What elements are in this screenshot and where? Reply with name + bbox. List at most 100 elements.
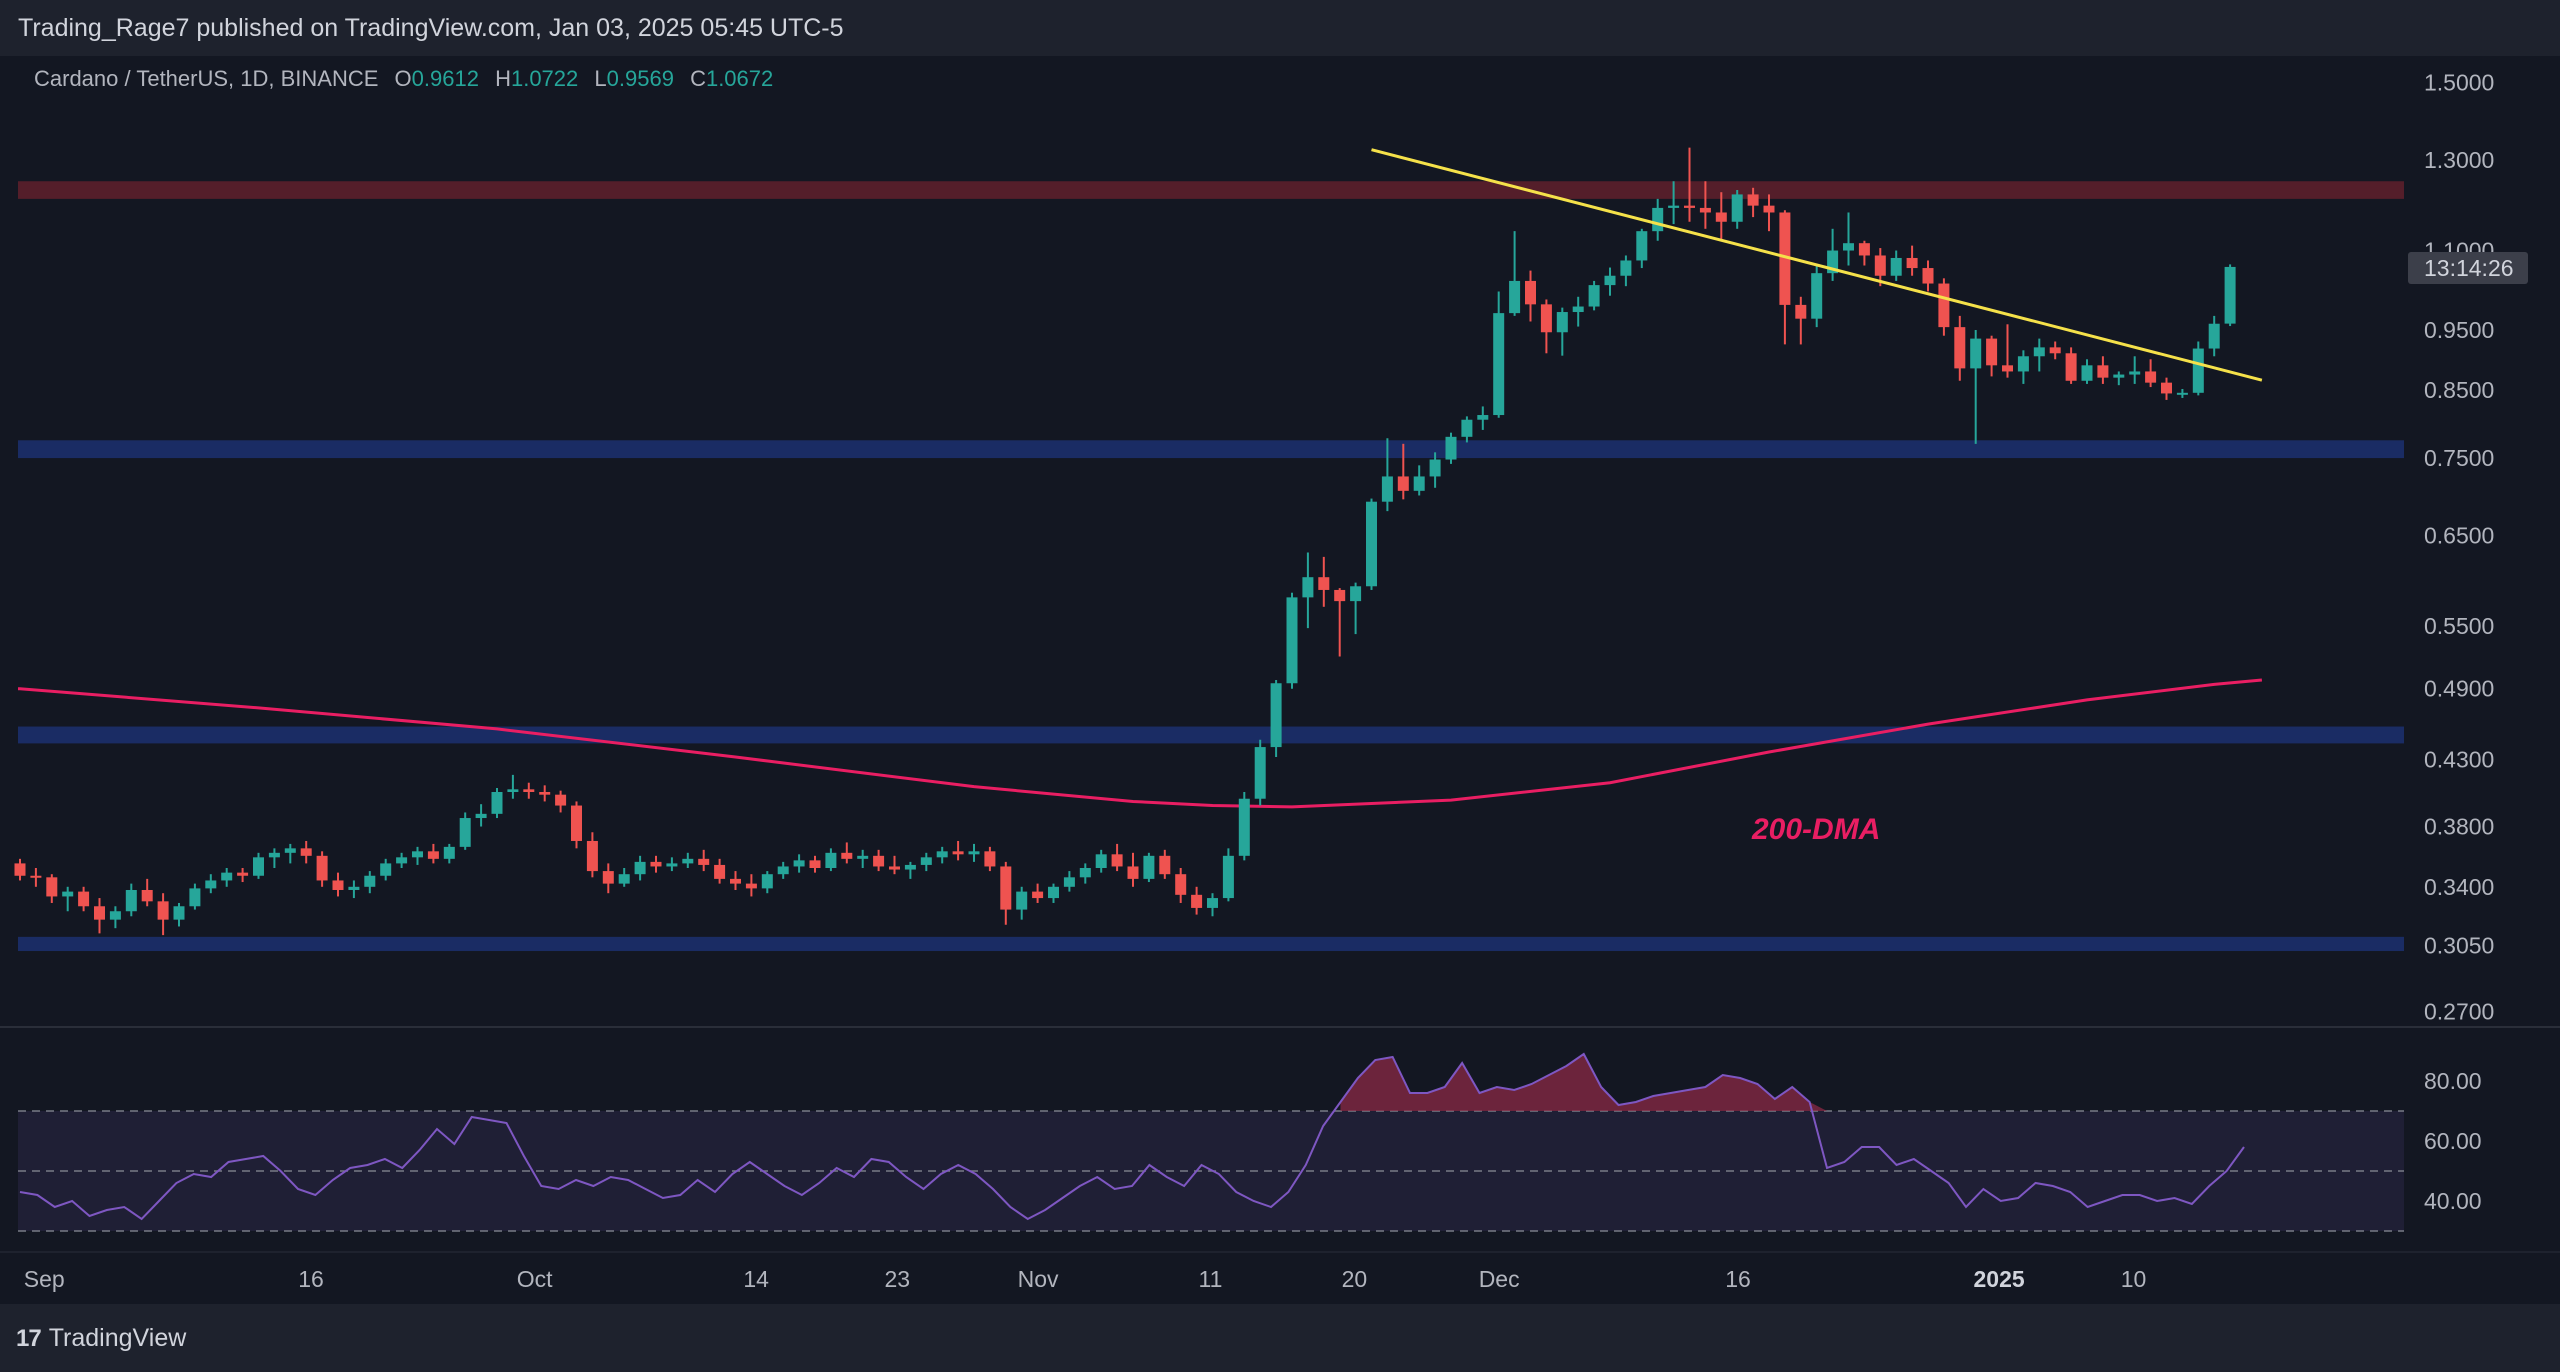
price-tick-label: 0.4300 — [2424, 747, 2494, 773]
price-tick-label: 0.9500 — [2424, 317, 2494, 343]
candle-body — [1413, 476, 1425, 491]
rsi-tick-label: 40.00 — [2424, 1188, 2482, 1214]
low-label: L — [594, 66, 607, 91]
candle-body — [539, 791, 551, 795]
candle-body — [857, 855, 869, 859]
candle-body — [1588, 285, 1600, 307]
candle-body — [1366, 501, 1377, 587]
low-value: 0.9569 — [606, 66, 674, 91]
close-value: 1.0672 — [705, 66, 774, 91]
candle-body — [904, 864, 916, 870]
time-tick-label: Nov — [1018, 1266, 1059, 1292]
candle-body — [1636, 231, 1648, 261]
candle-body — [968, 851, 980, 855]
candle-body — [475, 813, 487, 819]
candle-body — [1731, 194, 1743, 222]
candle-body — [2033, 347, 2045, 357]
time-tick-label: 23 — [885, 1266, 911, 1292]
candle-body — [1509, 280, 1521, 314]
tradingview-logo[interactable]: 17 TradingView — [16, 1324, 186, 1353]
time-tick-label: 11 — [1199, 1266, 1223, 1292]
candle-body — [300, 848, 312, 856]
countdown-badge — [2408, 252, 2528, 284]
candle-body — [2097, 365, 2109, 378]
candle-body — [618, 874, 630, 884]
price-tick-label: 0.6500 — [2424, 523, 2494, 549]
candle-body — [1127, 866, 1139, 879]
candle-body — [1556, 312, 1568, 333]
candle-body — [1477, 415, 1489, 420]
time-tick-label: 16 — [1725, 1266, 1751, 1292]
candle-body — [78, 891, 90, 907]
time-tick-label: 10 — [2121, 1266, 2147, 1292]
rsi-tick-label: 60.00 — [2424, 1128, 2482, 1154]
candle-body — [1397, 476, 1409, 491]
candle-body — [125, 889, 137, 912]
time-tick-label: Sep — [24, 1266, 65, 1292]
candle-body — [348, 886, 360, 890]
candle-body — [714, 864, 726, 879]
candle-body — [873, 855, 885, 867]
candle-body — [2161, 382, 2172, 394]
candle-body — [14, 863, 26, 876]
candle-body — [634, 861, 646, 875]
dma-200-label: 200-DMA — [1751, 813, 1880, 846]
candle-body — [1095, 854, 1107, 868]
candle-body — [237, 872, 249, 876]
candle-body — [1302, 577, 1314, 598]
candle-body — [793, 860, 805, 867]
rsi-overbought-fill — [1340, 1054, 1827, 1111]
candle-body — [952, 851, 964, 855]
candle-body — [443, 846, 455, 859]
candle-body — [1350, 586, 1362, 602]
candle-body — [2145, 371, 2157, 383]
candle-body — [1874, 255, 1886, 276]
candle-body — [1970, 338, 1982, 369]
candle-body — [1906, 257, 1918, 269]
symbol-legend: Cardano / TetherUS, 1D, BINANCE O0.9612 … — [34, 66, 773, 92]
candle-body — [1620, 260, 1632, 276]
chart-area[interactable]: 200-DMA 1.5000 1.3000 1.1000 0.9500 0.8500 0.… — [0, 56, 2560, 1304]
candle-body — [1207, 898, 1218, 908]
candle-body — [1381, 476, 1393, 502]
candle-body — [332, 880, 344, 890]
resistance-zone-0 — [18, 181, 2404, 199]
price-tick-label: 0.3400 — [2424, 874, 2494, 900]
candle-body — [1334, 589, 1346, 602]
open-label: O — [394, 66, 412, 91]
brand-name: TradingView — [48, 1324, 187, 1352]
time-tick-label: Dec — [1479, 1266, 1520, 1292]
candle-body — [682, 858, 694, 864]
rsi-tick-label: 80.00 — [2424, 1068, 2482, 1094]
candle-body — [1222, 855, 1234, 899]
candle-body — [889, 866, 900, 870]
candle-body — [253, 857, 264, 876]
candle-body — [30, 875, 42, 878]
candle-body — [1286, 597, 1298, 684]
time-tick-label: 14 — [743, 1266, 769, 1292]
candle-body — [1890, 257, 1902, 276]
price-tick-label: 0.5500 — [2424, 613, 2494, 639]
price-chart-svg[interactable]: 200-DMA 1.50001.30001.10000.95000.85000.… — [0, 56, 2560, 1304]
candle-body — [2081, 365, 2093, 381]
candle-body — [1016, 891, 1028, 910]
candle-body — [2129, 371, 2141, 375]
candle-body — [1763, 205, 1775, 213]
candle-body — [205, 880, 217, 889]
candle-body — [1159, 855, 1171, 875]
candle-body — [189, 888, 201, 907]
time-tick-label: 16 — [298, 1266, 324, 1292]
price-tick-label: 0.3800 — [2424, 814, 2494, 840]
candle-body — [1922, 268, 1934, 284]
candle-body — [1270, 683, 1282, 748]
candle-body — [745, 883, 757, 889]
candle-body — [2176, 392, 2188, 395]
candle-body — [459, 818, 471, 847]
candle-body — [1445, 436, 1457, 460]
descending-trendline — [1371, 148, 2263, 382]
candle-body — [650, 861, 662, 867]
candle-body — [1254, 747, 1266, 799]
candle-body — [1318, 577, 1330, 590]
candle-body — [396, 857, 408, 864]
candle-body — [46, 877, 58, 897]
